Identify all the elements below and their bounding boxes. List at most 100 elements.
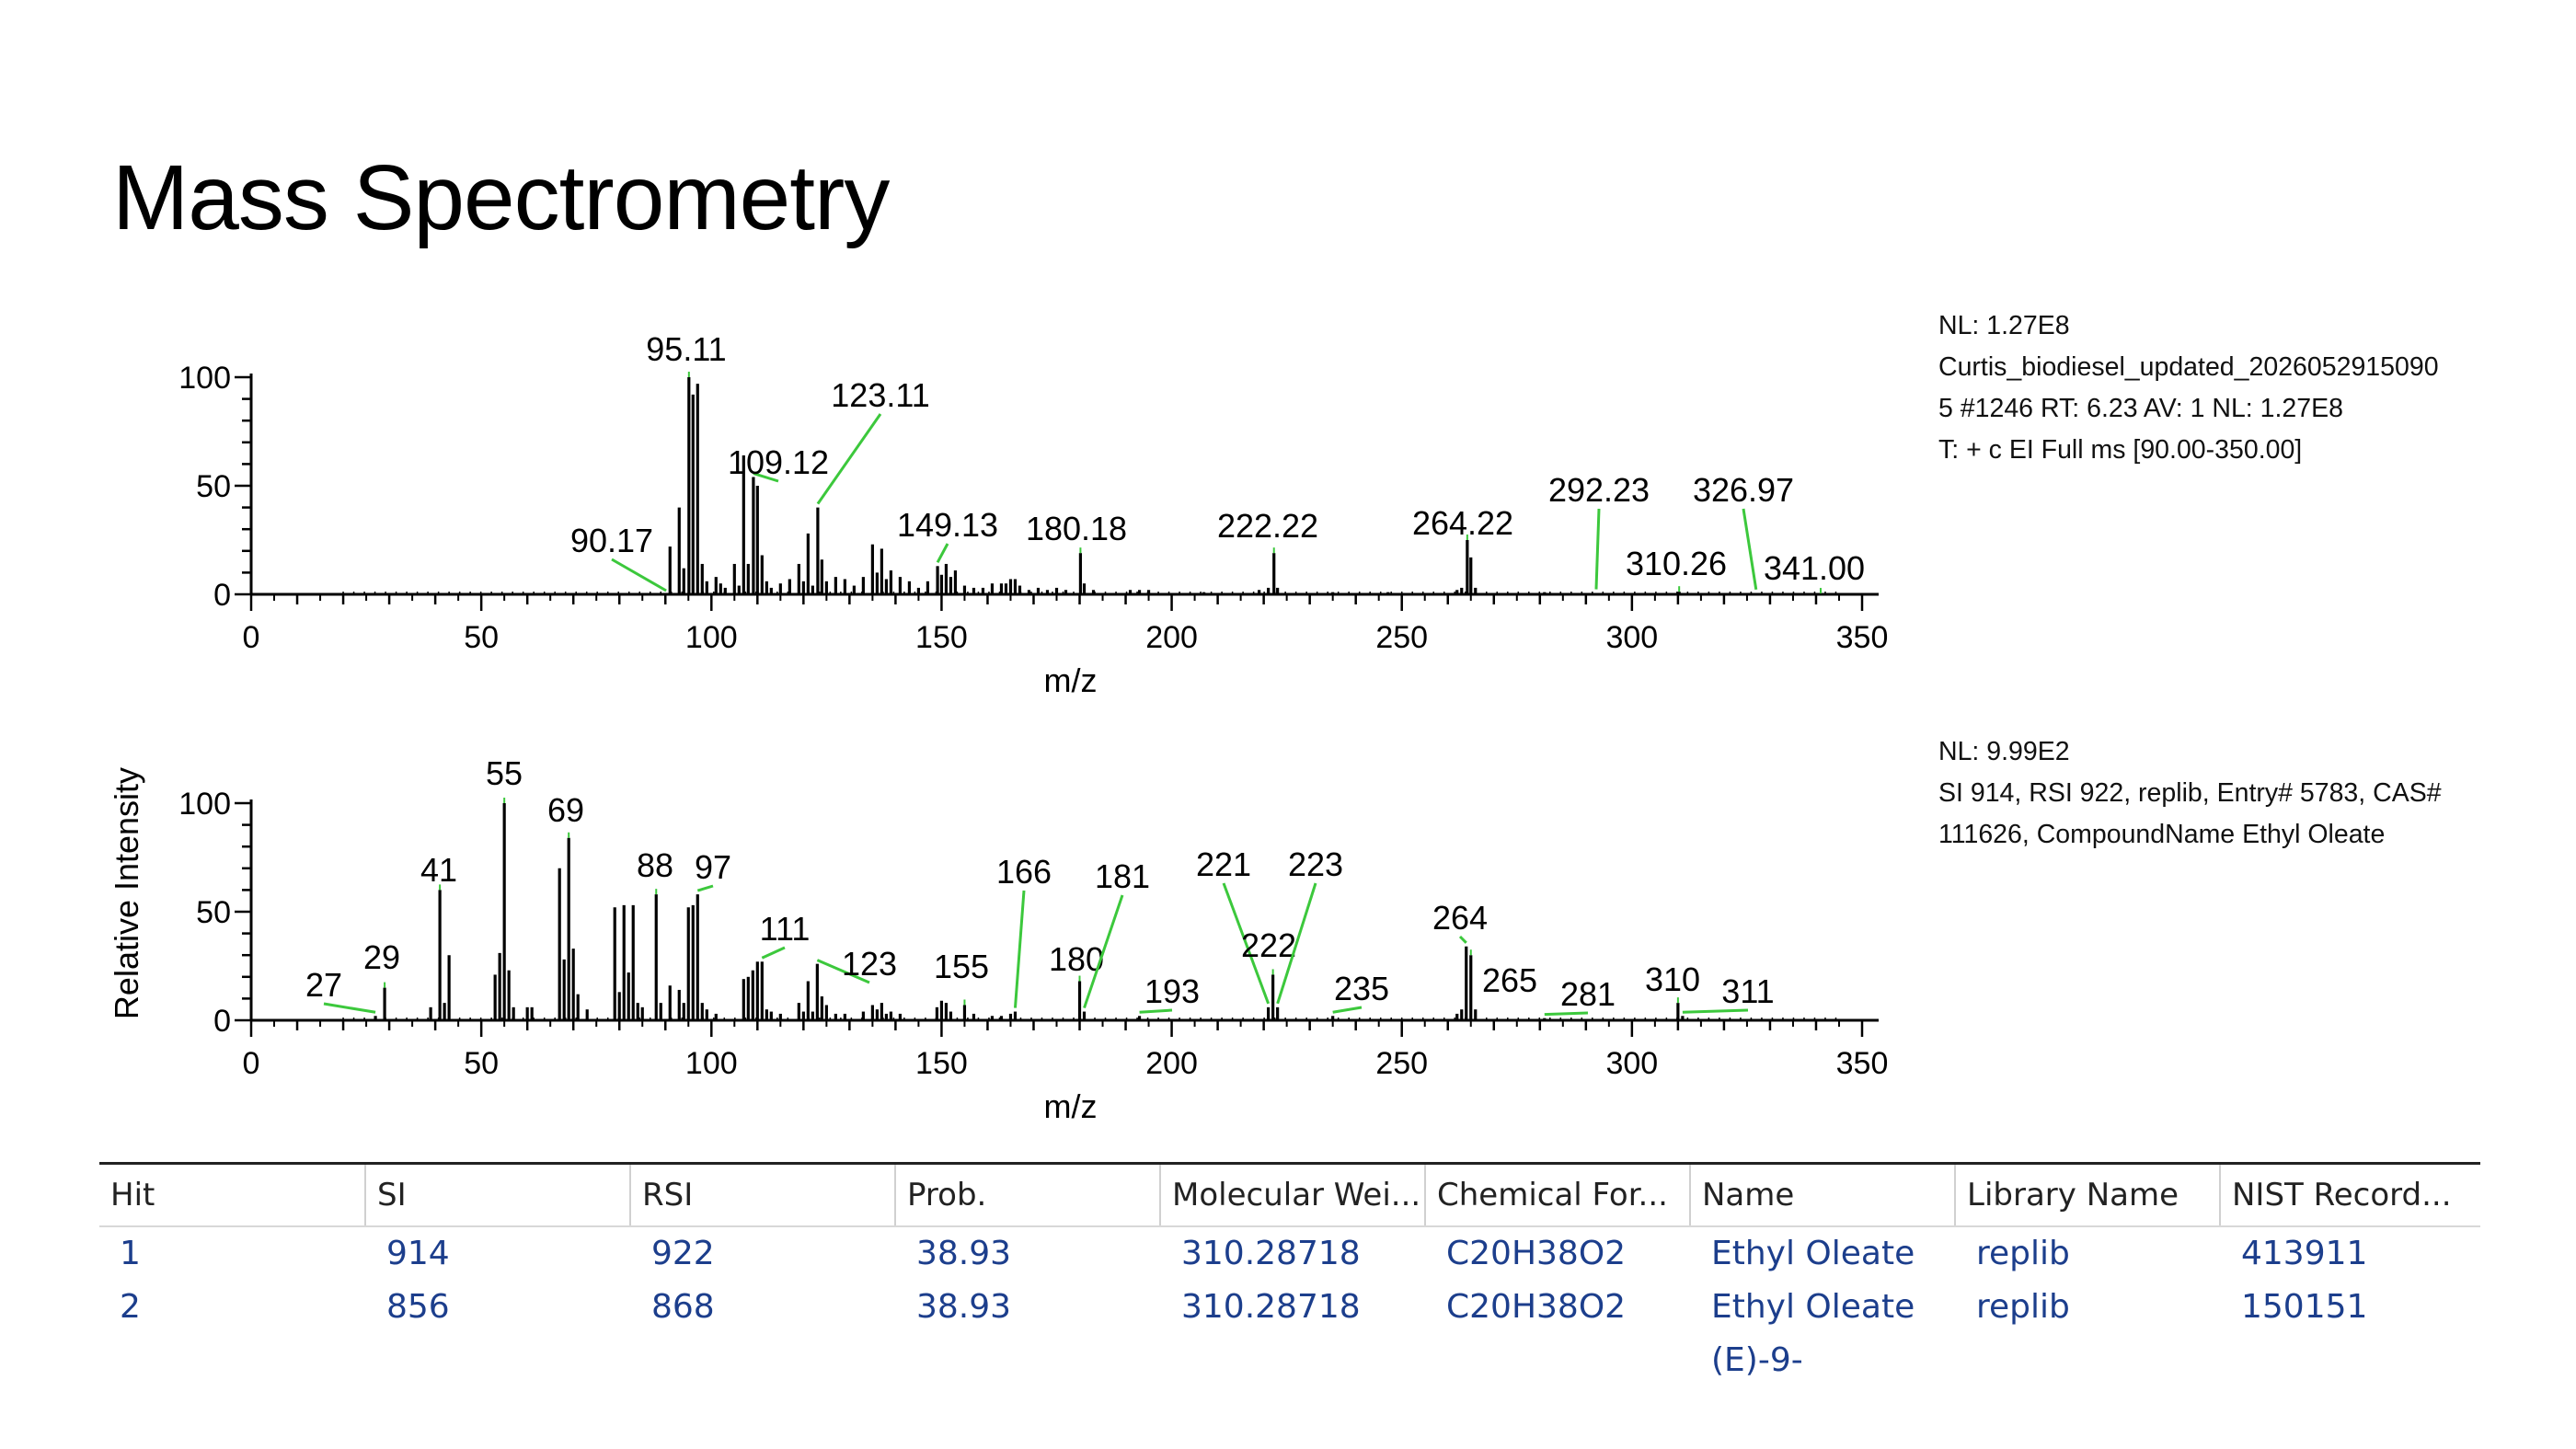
y-tick-label: 50 [196,469,231,504]
label-leader-line [1222,882,1271,1005]
label-leader-line [1276,882,1317,1005]
peak-label: 292.23 [1548,471,1650,509]
cell-molecular-weight: 310.28718 [1181,1235,1361,1272]
library-search-results-table: Hit SI RSI Prob. Molecular Wei... Chemic… [99,1162,2480,1387]
peak-label: 264.22 [1412,504,1513,542]
peak-label: 97 [695,848,731,886]
column-header-hit[interactable]: Hit [99,1165,366,1225]
peak-label: 155 [934,948,989,985]
x-tick-label: 200 [1145,620,1198,655]
info-line-nl: NL: 9.99E2 [1938,737,2070,766]
peak-label: 265 [1482,961,1537,999]
cell-hit: 1 [120,1235,141,1272]
column-header-nist-record[interactable]: NIST Record... [2232,1177,2452,1213]
x-tick-label: 300 [1605,1046,1658,1081]
y-tick-label: 100 [178,361,231,396]
y-axis-title: Relative Intensity [108,767,145,1019]
table-row[interactable]: 1 914 922 38.93 310.28718 C20H38O2 Ethyl… [99,1227,2480,1281]
cell-name: Ethyl Oleate [1711,1235,1915,1272]
cell-name: Ethyl Oleate [1711,1288,1915,1326]
column-header-molecular-weight[interactable]: Molecular Wei... [1161,1165,1426,1225]
x-tick-label: 200 [1145,1046,1198,1081]
slide-title: Mass Spectrometry [112,146,890,249]
peak-label: 123.11 [831,376,929,414]
column-header-name[interactable]: Name [1691,1165,1956,1225]
column-header-library-name[interactable]: Library Name [1956,1165,2221,1225]
cell-rsi: 922 [651,1235,715,1272]
peak-label: 41 [420,851,457,889]
x-axis-title: m/z [1044,1087,1098,1125]
label-leader-line [1013,890,1026,1008]
cell-chemical-formula: C20H38O2 [1446,1288,1627,1326]
label-leader-line [816,413,882,505]
label-leader-line [1458,935,1467,944]
x-tick-label: 150 [915,1046,968,1081]
label-leader-line [1139,1008,1173,1014]
cell-prob: 38.93 [916,1288,1012,1326]
cell-molecular-weight: 310.28718 [1181,1288,1361,1326]
cell-library-name: replib [1976,1235,2070,1272]
column-header-chemical-formula[interactable]: Chemical For... [1426,1165,1691,1225]
info-line-filename: Curtis_biodiesel_updated_2026052915090 [1938,352,2439,382]
peak-label: 311 [1721,972,1774,1010]
peak-label: 88 [637,846,673,884]
cell-name-continuation: (E)-9- [1711,1341,1803,1379]
peak-label: 310 [1645,960,1700,998]
x-tick-label: 0 [243,620,260,655]
x-tick-label: 150 [915,620,968,655]
peak-label: 181 [1095,857,1150,895]
label-leader-line [1332,1006,1363,1014]
info-line-nl: NL: 1.27E8 [1938,311,2070,340]
peak-label: 27 [305,966,342,1004]
label-leader-line [1742,508,1758,591]
x-tick-label: 100 [685,620,738,655]
library-spectrum-chart: 0 50 100 150 200 250 300 350 0 50 100 m/z Relative I… [108,754,1888,1125]
peak-label: 281 [1560,975,1616,1013]
y-tick-label: 100 [178,787,231,822]
label-leader-line [816,959,870,984]
peak-label: 235 [1334,970,1389,1007]
info-line-scan: 5 #1246 RT: 6.23 AV: 1 NL: 1.27E8 [1938,394,2343,423]
cell-hit: 2 [120,1288,141,1326]
x-tick-label: 50 [464,620,499,655]
peak-label: 111 [760,910,811,948]
peak-label: 180.18 [1026,510,1127,547]
cell-rsi: 868 [651,1288,715,1326]
column-header-si[interactable]: SI [366,1165,631,1225]
peak-label: 221 [1196,845,1251,883]
y-tick-label: 50 [196,895,231,930]
x-tick-label: 50 [464,1046,499,1081]
cell-nist-record: 413911 [2241,1235,2368,1272]
label-leader-line [696,884,714,892]
cell-prob: 38.93 [916,1235,1012,1272]
peak-label: 222 [1241,926,1296,964]
label-leader-line [1682,1008,1749,1014]
peak-label: 326.97 [1693,471,1794,509]
peak-label: 95.11 [646,330,726,368]
label-leader-line [1544,1011,1589,1017]
cell-library-name: replib [1976,1288,2070,1326]
x-tick-label: 350 [1836,1046,1889,1081]
x-tick-label: 0 [243,1046,260,1081]
top-spectrum-chart: 0 50 100 150 200 250 300 350 0 50 100 m/z 90.17 95.11… [178,330,1888,699]
table-row-continuation: (E)-9- [99,1334,2480,1387]
column-header-rsi[interactable]: RSI [631,1165,896,1225]
peak-label: 123 [842,945,897,983]
x-tick-label: 300 [1605,620,1658,655]
library-info-panel: NL: 9.99E2 SI 914, RSI 922, replib, Entr… [1938,731,2442,856]
x-axis-title: m/z [1044,661,1098,699]
x-tick-label: 100 [685,1046,738,1081]
label-leader-line [1083,894,1124,1009]
x-tick-label: 250 [1375,620,1428,655]
table-row[interactable]: 2 856 868 38.93 310.28718 C20H38O2 Ethyl… [99,1281,2480,1334]
column-header-prob[interactable]: Prob. [896,1165,1161,1225]
peak-label: 90.17 [570,522,653,559]
info-line-compound: 111626, CompoundName Ethyl Oleate [1938,820,2386,849]
x-tick-label: 350 [1836,620,1889,655]
peak-label: 223 [1288,845,1343,883]
peak-label: 341.00 [1764,549,1865,587]
info-line-match: SI 914, RSI 922, replib, Entry# 5783, CA… [1938,778,2442,808]
cell-nist-record: 150151 [2241,1288,2368,1326]
peak-label: 193 [1144,972,1200,1010]
